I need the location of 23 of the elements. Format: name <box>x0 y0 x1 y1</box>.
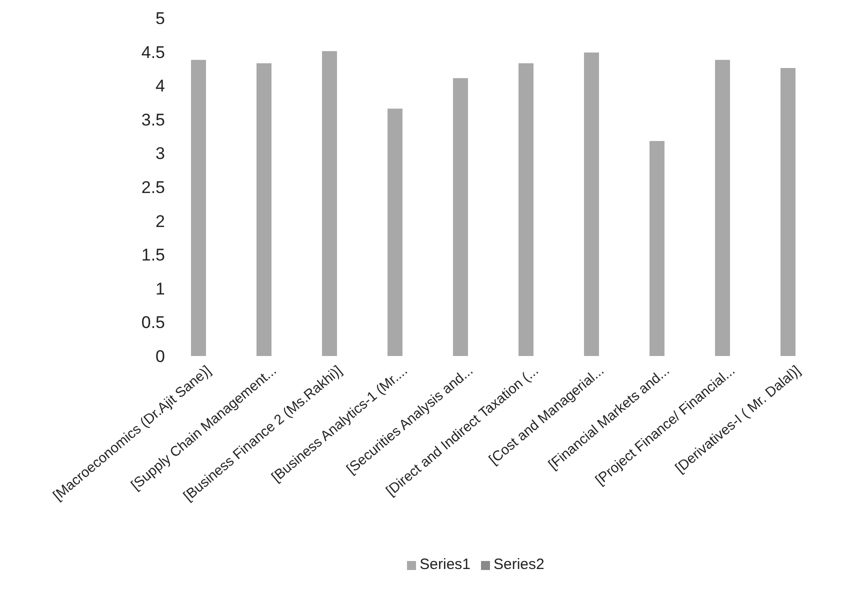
y-tick-label: 4.5 <box>141 42 165 62</box>
bar <box>388 108 402 356</box>
y-tick-label: 1 <box>156 279 165 298</box>
bar <box>191 60 206 356</box>
bar <box>518 63 534 356</box>
bar <box>256 63 272 356</box>
y-tick-label: 4 <box>156 76 165 96</box>
y-tick-label: 5 <box>156 9 165 28</box>
y-tick-label: 1.5 <box>141 246 165 265</box>
y-tick-label: 0 <box>156 347 165 366</box>
bar <box>650 141 664 356</box>
bar <box>584 52 599 356</box>
bar <box>715 60 730 356</box>
y-tick-label: 3.5 <box>141 110 165 130</box>
legend-label: Series1 <box>420 556 470 573</box>
y-tick-label: 0.5 <box>141 313 165 332</box>
bar <box>453 78 468 356</box>
legend-label: Series2 <box>494 556 544 573</box>
bar <box>780 68 796 356</box>
y-tick-label: 2 <box>156 212 165 231</box>
y-tick-label: 3 <box>156 144 165 164</box>
y-tick-label: 2.5 <box>141 178 165 198</box>
bar <box>322 51 337 356</box>
